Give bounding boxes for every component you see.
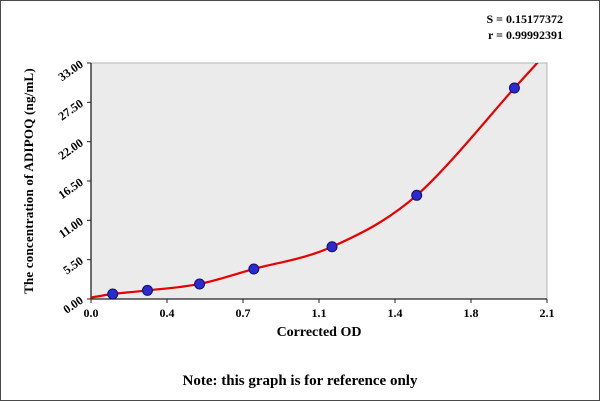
data-point [411, 189, 423, 201]
svg-text:0.0: 0.0 [84, 306, 99, 320]
stat-r-value: r = 0.99992391 [488, 28, 563, 42]
data-point [326, 241, 338, 253]
svg-text:0.7: 0.7 [236, 306, 251, 320]
data-point [248, 263, 260, 275]
svg-text:22.00: 22.00 [56, 136, 86, 163]
svg-text:2.1: 2.1 [540, 306, 555, 320]
svg-text:5.50: 5.50 [60, 254, 85, 278]
fit-statistics: S = 0.15177372 r = 0.99992391 [486, 11, 563, 43]
svg-text:0.00: 0.00 [60, 293, 85, 317]
data-point [107, 288, 119, 300]
svg-text:0.4: 0.4 [160, 306, 175, 320]
svg-text:27.50: 27.50 [56, 96, 86, 123]
reference-note: Note: this graph is for reference only [182, 373, 418, 389]
svg-text:11.00: 11.00 [56, 214, 86, 241]
data-point [141, 284, 153, 296]
svg-text:33.00: 33.00 [56, 57, 86, 84]
data-point [508, 82, 520, 94]
stat-s-value: S = 0.15177372 [486, 12, 563, 26]
svg-text:1.8: 1.8 [464, 306, 479, 320]
y-axis-title: The concentration of ADIPOQ (ng/mL) [21, 68, 36, 294]
svg-text:1.1: 1.1 [312, 306, 327, 320]
data-point [194, 278, 206, 290]
regression-curve [91, 63, 539, 299]
svg-text:1.4: 1.4 [388, 306, 403, 320]
svg-text:16.50: 16.50 [56, 175, 86, 202]
x-axis-title: Corrected OD [276, 325, 362, 340]
